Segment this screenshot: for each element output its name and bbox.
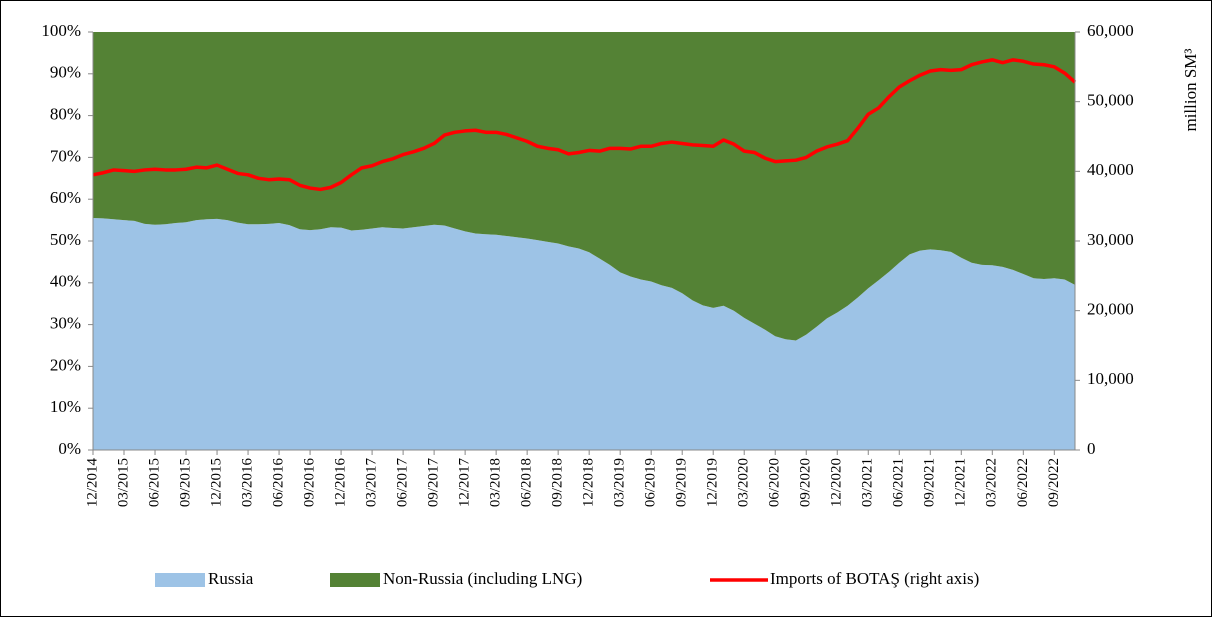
- legend-label: Non-Russia (including LNG): [383, 569, 582, 588]
- y2-tick-label: 10,000: [1087, 369, 1134, 388]
- y-tick-label: 50%: [50, 230, 81, 249]
- y-tick-label: 10%: [50, 397, 81, 416]
- y-tick-label: 20%: [50, 355, 81, 374]
- y2-tick-label: 20,000: [1087, 300, 1134, 319]
- x-tick-label: 06/2015: [146, 458, 162, 507]
- x-tick-label: 09/2019: [674, 458, 690, 507]
- x-tick-label: 06/2021: [891, 458, 907, 507]
- y-tick-label: 80%: [50, 105, 81, 124]
- x-tick-label: 03/2018: [488, 458, 504, 507]
- x-tick-label: 06/2018: [519, 458, 535, 507]
- legend-swatch: [330, 573, 380, 587]
- x-tick-label: 06/2022: [1015, 458, 1031, 507]
- x-tick-label: 03/2022: [984, 458, 1000, 507]
- x-tick-label: 03/2016: [239, 458, 255, 508]
- y-tick-label: 0%: [58, 439, 81, 458]
- x-tick-label: 06/2019: [643, 458, 659, 507]
- x-tick-label: 06/2016: [271, 458, 287, 508]
- y-tick-label: 90%: [50, 63, 81, 82]
- y2-tick-label: 30,000: [1087, 230, 1134, 249]
- y-tick-label: 30%: [50, 314, 81, 333]
- y-tick-label: 60%: [50, 188, 81, 207]
- y2-tick-label: 60,000: [1087, 21, 1134, 40]
- x-tick-label: 06/2020: [767, 458, 783, 507]
- x-tick-label: 03/2015: [115, 458, 131, 507]
- x-tick-label: 12/2017: [457, 458, 473, 508]
- y2-tick-label: 50,000: [1087, 91, 1134, 110]
- x-tick-label: 09/2016: [302, 458, 318, 508]
- x-tick-label: 12/2016: [333, 458, 349, 508]
- x-tick-label: 09/2022: [1046, 458, 1062, 507]
- area: [93, 218, 1075, 450]
- legend-label: Imports of BOTAŞ (right axis): [770, 569, 979, 588]
- x-tick-label: 09/2020: [798, 458, 814, 507]
- x-tick-label: 09/2018: [550, 458, 566, 507]
- legend-label: Russia: [208, 569, 254, 588]
- y2-axis-label: million SM³: [1181, 48, 1200, 131]
- x-tick-label: 09/2015: [177, 458, 193, 507]
- y-tick-label: 40%: [50, 272, 81, 291]
- y-tick-label: 100%: [41, 21, 81, 40]
- x-tick-label: 03/2019: [612, 458, 628, 507]
- x-tick-label: 03/2017: [364, 458, 380, 508]
- y2-tick-label: 40,000: [1087, 160, 1134, 179]
- x-tick-label: 12/2014: [84, 458, 100, 508]
- x-tick-label: 09/2017: [426, 458, 442, 508]
- area: [93, 32, 1075, 341]
- x-tick-label: 03/2020: [736, 458, 752, 507]
- x-tick-label: 06/2017: [395, 458, 411, 508]
- x-tick-label: 12/2020: [829, 458, 845, 507]
- x-tick-label: 12/2021: [953, 458, 969, 507]
- x-tick-label: 12/2018: [581, 458, 597, 507]
- x-tick-label: 12/2015: [208, 458, 224, 507]
- x-tick-label: 09/2021: [922, 458, 938, 507]
- x-tick-label: 12/2019: [705, 458, 721, 507]
- line: [92, 58, 1077, 192]
- x-tick-label: 03/2021: [860, 458, 876, 507]
- y-tick-label: 70%: [50, 146, 81, 165]
- legend-swatch: [155, 573, 205, 587]
- y2-tick-label: 0: [1087, 439, 1096, 458]
